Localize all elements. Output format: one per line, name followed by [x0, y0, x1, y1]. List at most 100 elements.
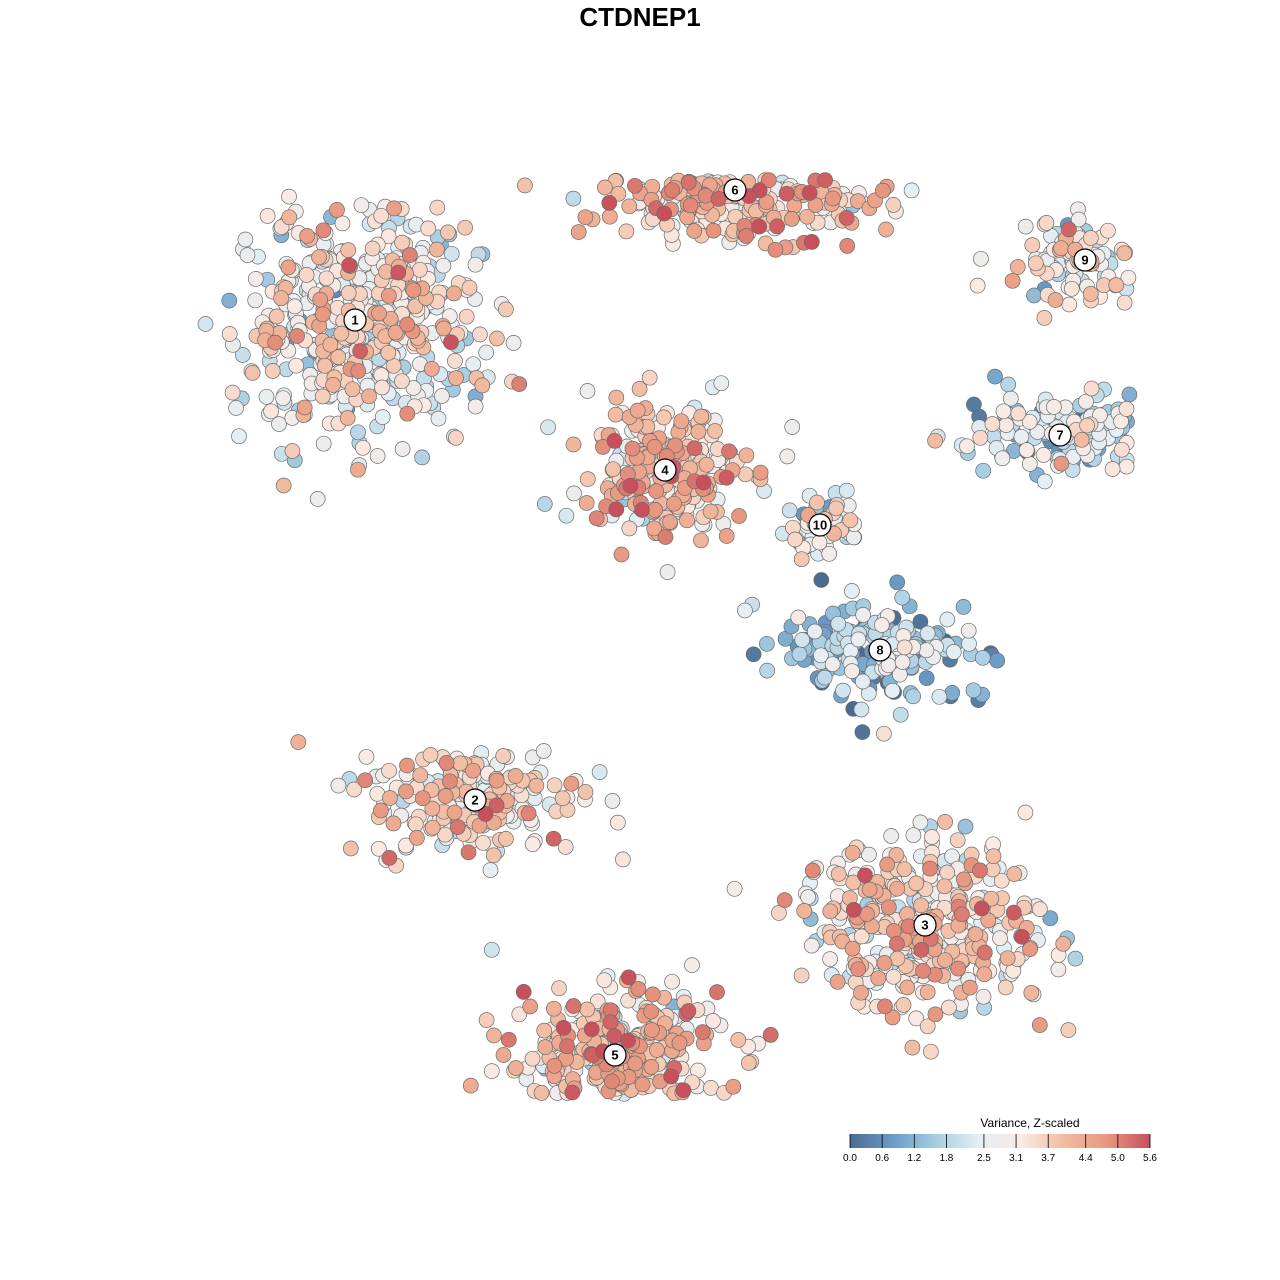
cell-point	[621, 198, 638, 215]
cell-point	[495, 748, 512, 764]
cell-point	[804, 862, 821, 879]
cell-point	[903, 182, 920, 199]
cell-point	[540, 419, 556, 436]
cell-point	[1108, 277, 1125, 293]
cell-point	[939, 611, 956, 628]
cell-point	[1042, 910, 1059, 927]
cell-point	[399, 757, 415, 774]
cell-point	[578, 495, 595, 511]
color-legend: Variance, Z-scaled 0.0 0.6 1.2 1.8 2.5 3.1 3.7…	[843, 1116, 1157, 1164]
cell-point	[854, 673, 871, 690]
cell-point	[618, 223, 635, 240]
cell-point	[985, 848, 1002, 865]
cell-point	[472, 326, 488, 343]
cell-point	[659, 564, 676, 580]
cell-point	[458, 308, 475, 325]
cell-point	[330, 349, 347, 365]
cell-point	[937, 952, 953, 969]
cluster-label-text: 9	[1081, 253, 1088, 268]
cell-point	[845, 902, 862, 918]
cell-point	[646, 520, 663, 537]
cluster-label-text: 8	[876, 643, 883, 658]
cell-point	[1047, 292, 1064, 308]
cell-point	[545, 830, 562, 847]
cell-point	[563, 775, 580, 792]
cell-point	[273, 290, 289, 307]
cell-point	[794, 632, 811, 648]
cell-point	[224, 384, 241, 401]
cell-point	[1046, 399, 1062, 415]
cell-point	[259, 208, 276, 224]
cell-point	[288, 357, 305, 374]
cell-point	[682, 197, 699, 214]
cell-point	[424, 800, 441, 817]
cell-point	[1010, 405, 1027, 422]
cell-point	[931, 688, 948, 705]
cell-point	[423, 360, 440, 377]
cell-point	[414, 449, 430, 466]
cell-point	[663, 1068, 679, 1085]
cell-point	[698, 456, 715, 473]
cell-point	[449, 819, 466, 835]
cell-point	[443, 245, 460, 262]
cell-point	[759, 635, 775, 652]
cell-point	[825, 190, 841, 207]
cell-point	[546, 1000, 562, 1017]
cell-point	[1018, 442, 1035, 458]
cell-point	[950, 960, 967, 977]
cell-point	[601, 208, 618, 225]
cell-point	[705, 222, 722, 239]
cell-point	[350, 363, 367, 379]
cell-point	[855, 607, 871, 623]
cell-point	[629, 402, 646, 419]
cluster-label-badge	[653, 458, 677, 482]
cell-point	[896, 639, 913, 656]
cell-point	[878, 221, 894, 238]
cell-point	[263, 403, 279, 420]
cell-point	[889, 880, 906, 897]
cell-point	[1073, 431, 1090, 448]
cell-point	[570, 224, 587, 240]
cell-point	[675, 1082, 692, 1099]
cell-point	[1078, 393, 1094, 410]
cell-point	[813, 647, 829, 664]
cell-point	[564, 1084, 581, 1101]
legend-tick-label: 1.8	[939, 1153, 953, 1164]
cell-point	[1024, 237, 1041, 253]
cell-point	[197, 316, 214, 332]
cell-point	[329, 202, 345, 218]
cell-point	[641, 369, 658, 386]
cell-point	[657, 529, 674, 545]
cell-point	[853, 701, 870, 718]
cell-point	[912, 814, 929, 831]
cell-point	[1060, 1022, 1077, 1038]
cell-point	[228, 400, 244, 416]
cluster-label-1: 1	[343, 308, 367, 332]
cell-point	[462, 1077, 479, 1094]
cell-point	[873, 617, 890, 633]
cell-point	[605, 461, 621, 478]
cell-point	[962, 979, 978, 996]
cell-point	[446, 285, 462, 302]
cell-point	[615, 851, 631, 868]
cell-point	[606, 433, 623, 449]
cell-point	[1023, 984, 1040, 1001]
cell-point	[630, 981, 647, 997]
legend-tick-label: 4.4	[1079, 1153, 1093, 1164]
cell-point	[624, 440, 641, 457]
cell-point	[1000, 376, 1017, 393]
cell-point	[244, 365, 261, 381]
cell-point	[579, 1001, 596, 1018]
cell-point	[398, 783, 414, 800]
cell-point	[790, 609, 807, 626]
legend-tick-label: 3.1	[1009, 1153, 1023, 1164]
cluster-label-badge	[463, 788, 487, 812]
cell-point	[885, 968, 902, 985]
cell-point	[731, 508, 747, 524]
cell-point	[387, 324, 404, 341]
cell-point	[437, 826, 453, 843]
cell-point	[1063, 280, 1080, 297]
cell-point	[690, 423, 707, 440]
cell-point	[662, 514, 678, 530]
cell-point	[769, 218, 785, 235]
